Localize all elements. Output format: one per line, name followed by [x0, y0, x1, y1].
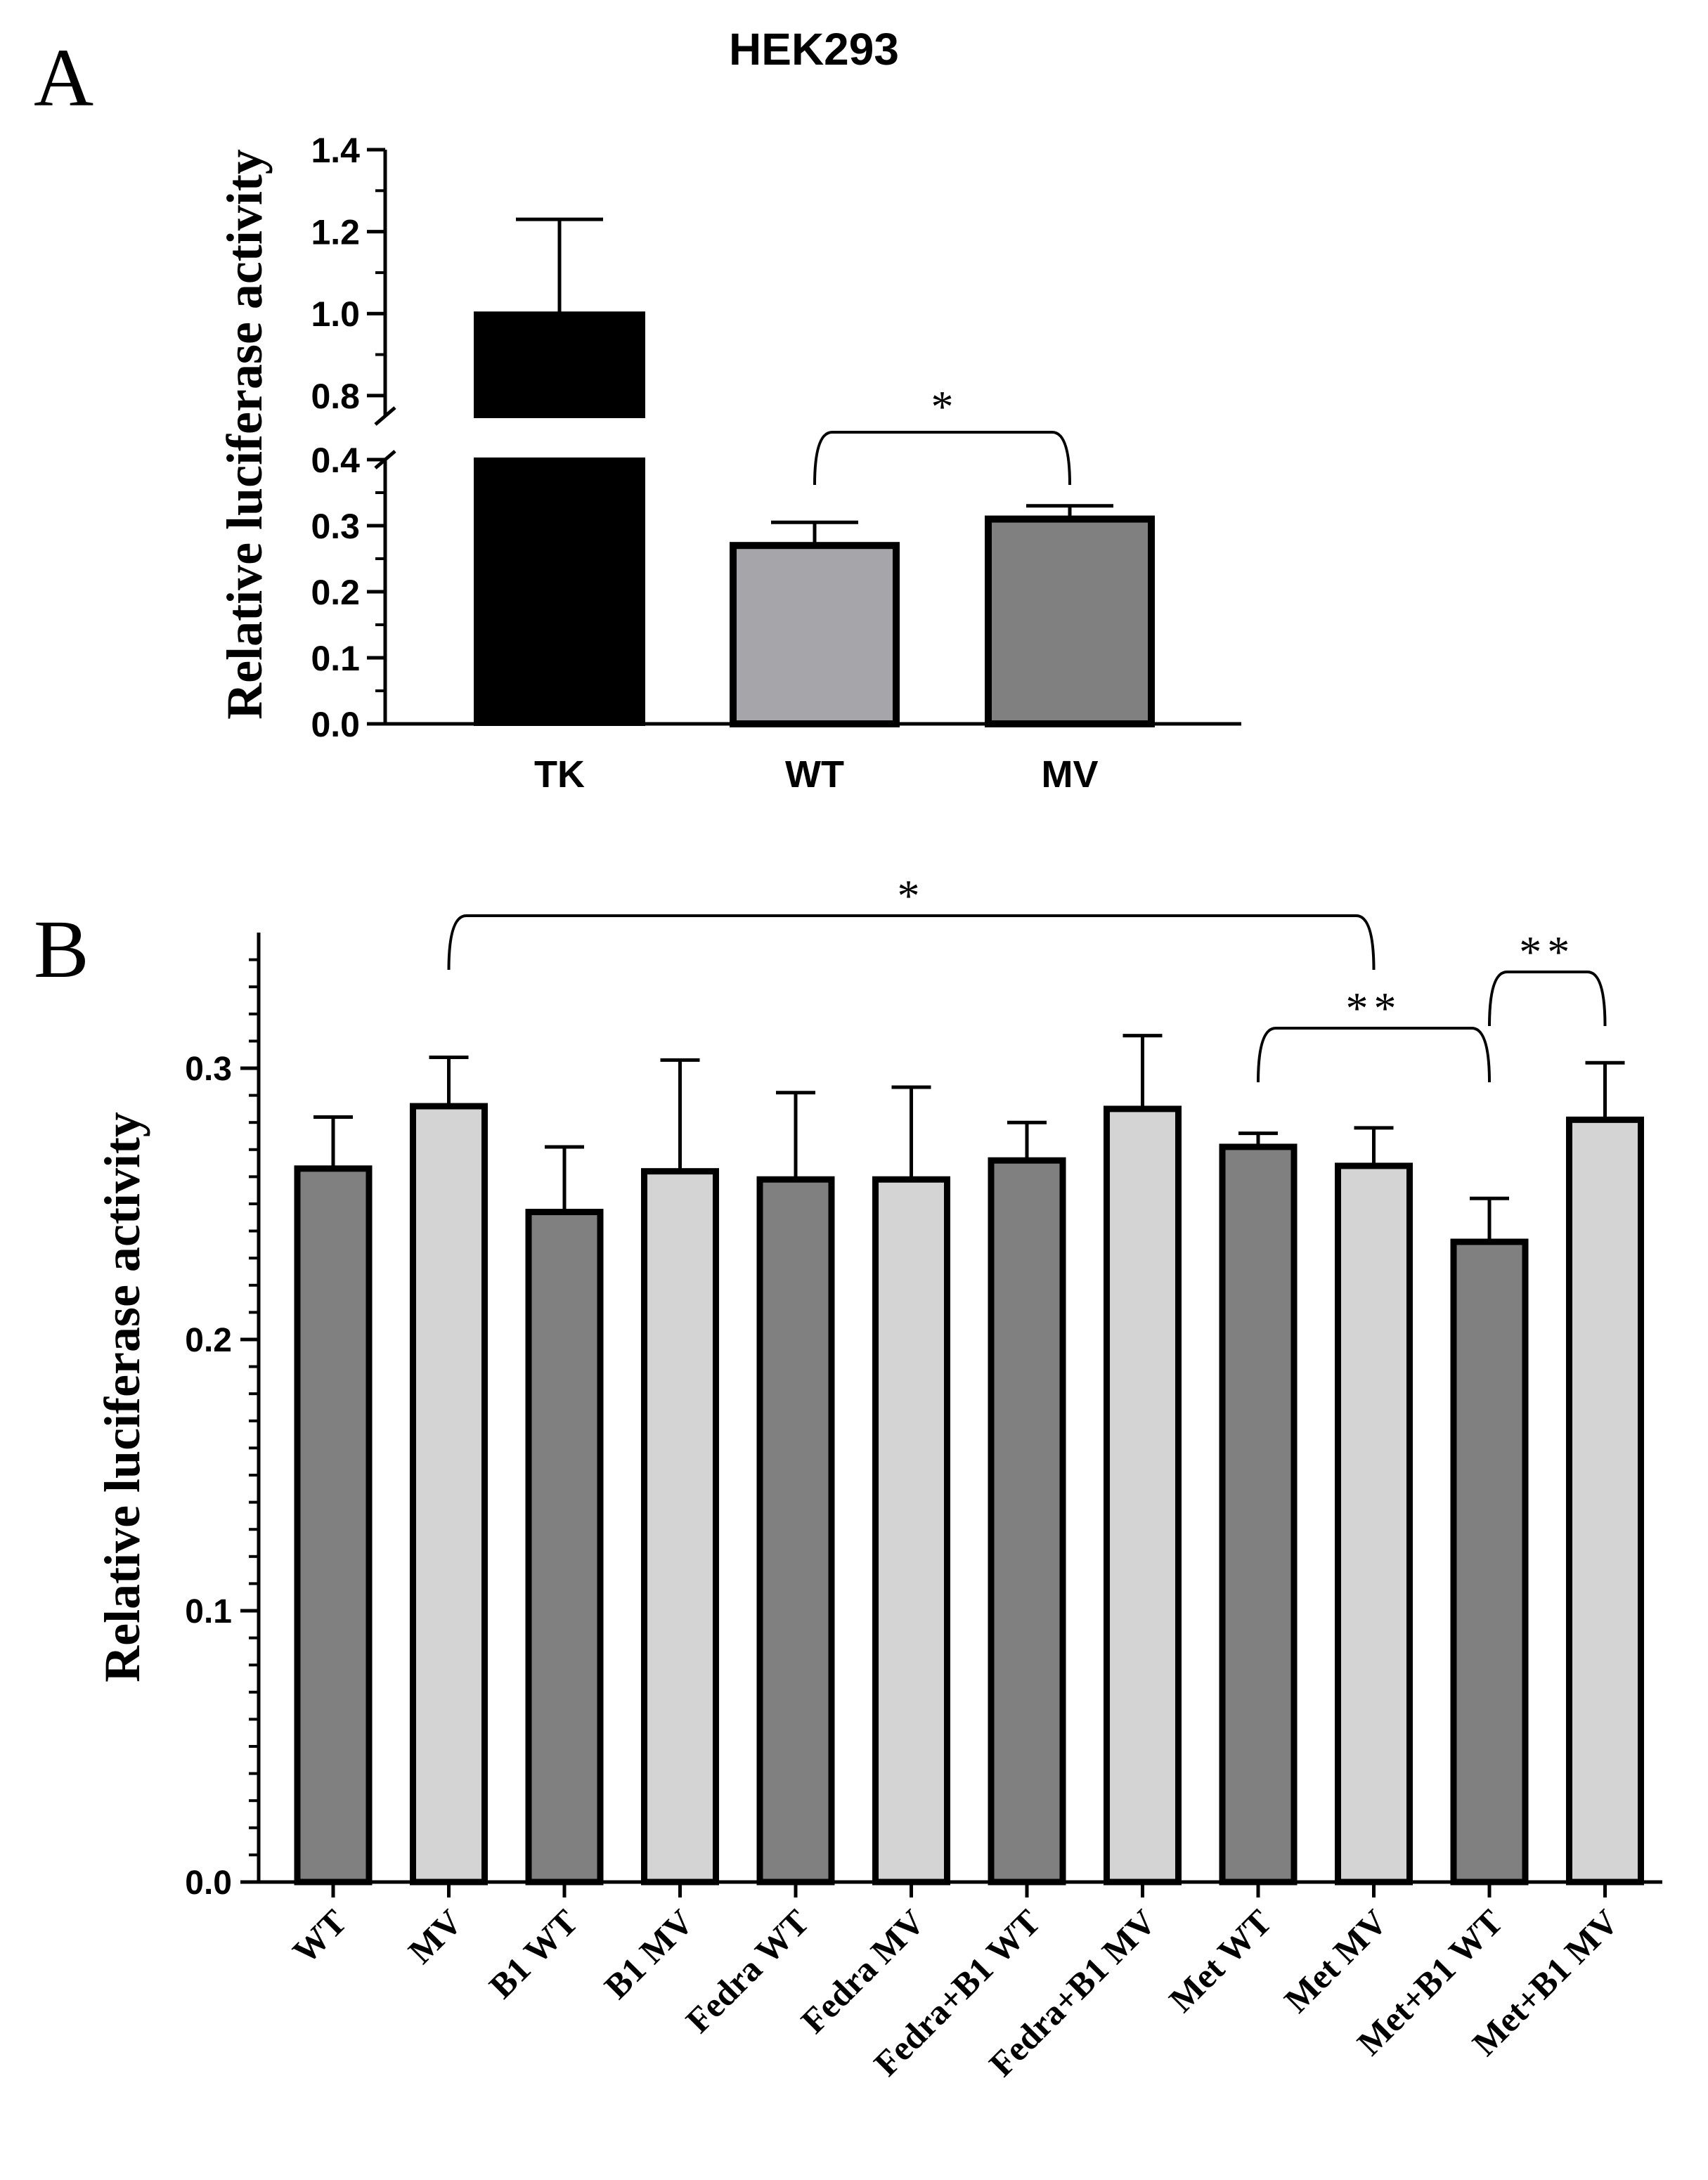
chart-a-y-tick-label: 0.8 — [311, 377, 360, 416]
chart-b-significance-label: ** — [1519, 927, 1575, 977]
chart-a-bar — [474, 458, 645, 726]
chart-b-significance-label: * — [898, 871, 926, 921]
chart-a-y-tick-label: 1.4 — [311, 131, 360, 170]
chart-b-y-tick-label: 0.3 — [185, 1051, 232, 1088]
chart-b-bar — [525, 1209, 604, 1886]
chart-b-x-tick-label: Fedra WT — [678, 1902, 817, 2040]
chart-b-y-axis-label: Relative luciferase activity — [94, 1112, 150, 1682]
chart-a-x-tick-label: TK — [534, 753, 585, 796]
chart-a-x-tick-label: MV — [1042, 753, 1099, 796]
chart-b-bar — [1219, 1143, 1298, 1886]
chart-b-bar — [1450, 1238, 1529, 1886]
panel-label-a: A — [34, 32, 93, 124]
chart-b-bar — [410, 1103, 488, 1886]
chart-b-x-tick-label: MV — [401, 1902, 470, 1971]
chart-b-x-tick-label: B1 WT — [481, 1902, 585, 2006]
chart-b-y-tick-label: 0.0 — [185, 1864, 232, 1902]
chart-b-significance-label: ** — [1346, 983, 1402, 1033]
chart-b-x-tick-label: B1 MV — [597, 1902, 701, 2006]
chart-b-x-tick-label: WT — [285, 1902, 354, 1971]
chart-a-bar — [730, 542, 900, 728]
chart-a-y-tick-label: 0.0 — [311, 705, 360, 744]
chart-a-significance-bracket — [813, 431, 1071, 486]
chart-a-axis-break-mark — [374, 406, 396, 426]
chart-b-bar — [1335, 1162, 1413, 1886]
chart-a-y-tick-label: 1.2 — [311, 213, 360, 252]
chart-b-significance-bracket — [1257, 1027, 1491, 1083]
chart-b-bar — [1566, 1116, 1644, 1886]
panel-b-chart: Relative luciferase activity 0.0 0.1 0.2 0.… — [94, 871, 1662, 2084]
chart-a-y-tick-label: 0.3 — [311, 507, 360, 546]
chart-b-bar — [294, 1165, 373, 1886]
panel-a-chart: HEK293 Relative luciferase activity 0.0 0… — [216, 24, 1241, 796]
panel-label-b: B — [34, 903, 89, 995]
chart-b-significance-bracket — [1488, 971, 1607, 1027]
chart-a-y-tick-label: 0.1 — [311, 639, 360, 678]
chart-b-x-tick-label: Met WT — [1161, 1902, 1279, 2020]
chart-a-title: HEK293 — [729, 24, 899, 74]
chart-b-x-tick-label: Met MV — [1276, 1902, 1395, 2020]
chart-a-bar — [985, 515, 1155, 727]
chart-b-y-tick-label: 0.1 — [185, 1593, 232, 1630]
chart-a-y-tick-label: 0.4 — [311, 441, 360, 480]
chart-b-bar — [641, 1168, 719, 1886]
chart-a-significance-label: * — [931, 382, 954, 432]
chart-b-bar — [988, 1157, 1066, 1886]
chart-a-bar — [474, 311, 645, 418]
chart-a-x-tick-label: WT — [785, 753, 844, 796]
chart-b-bar — [1104, 1105, 1182, 1886]
chart-a-y-tick-label: 1.0 — [311, 294, 360, 334]
chart-b-significance-bracket — [447, 914, 1376, 971]
chart-b-bar — [872, 1176, 950, 1886]
chart-a-y-axis-label: Relative luciferase activity — [216, 149, 273, 720]
chart-b-bar — [756, 1176, 835, 1886]
chart-a-y-tick-label: 0.2 — [311, 573, 360, 612]
chart-b-y-tick-label: 0.2 — [185, 1322, 232, 1359]
